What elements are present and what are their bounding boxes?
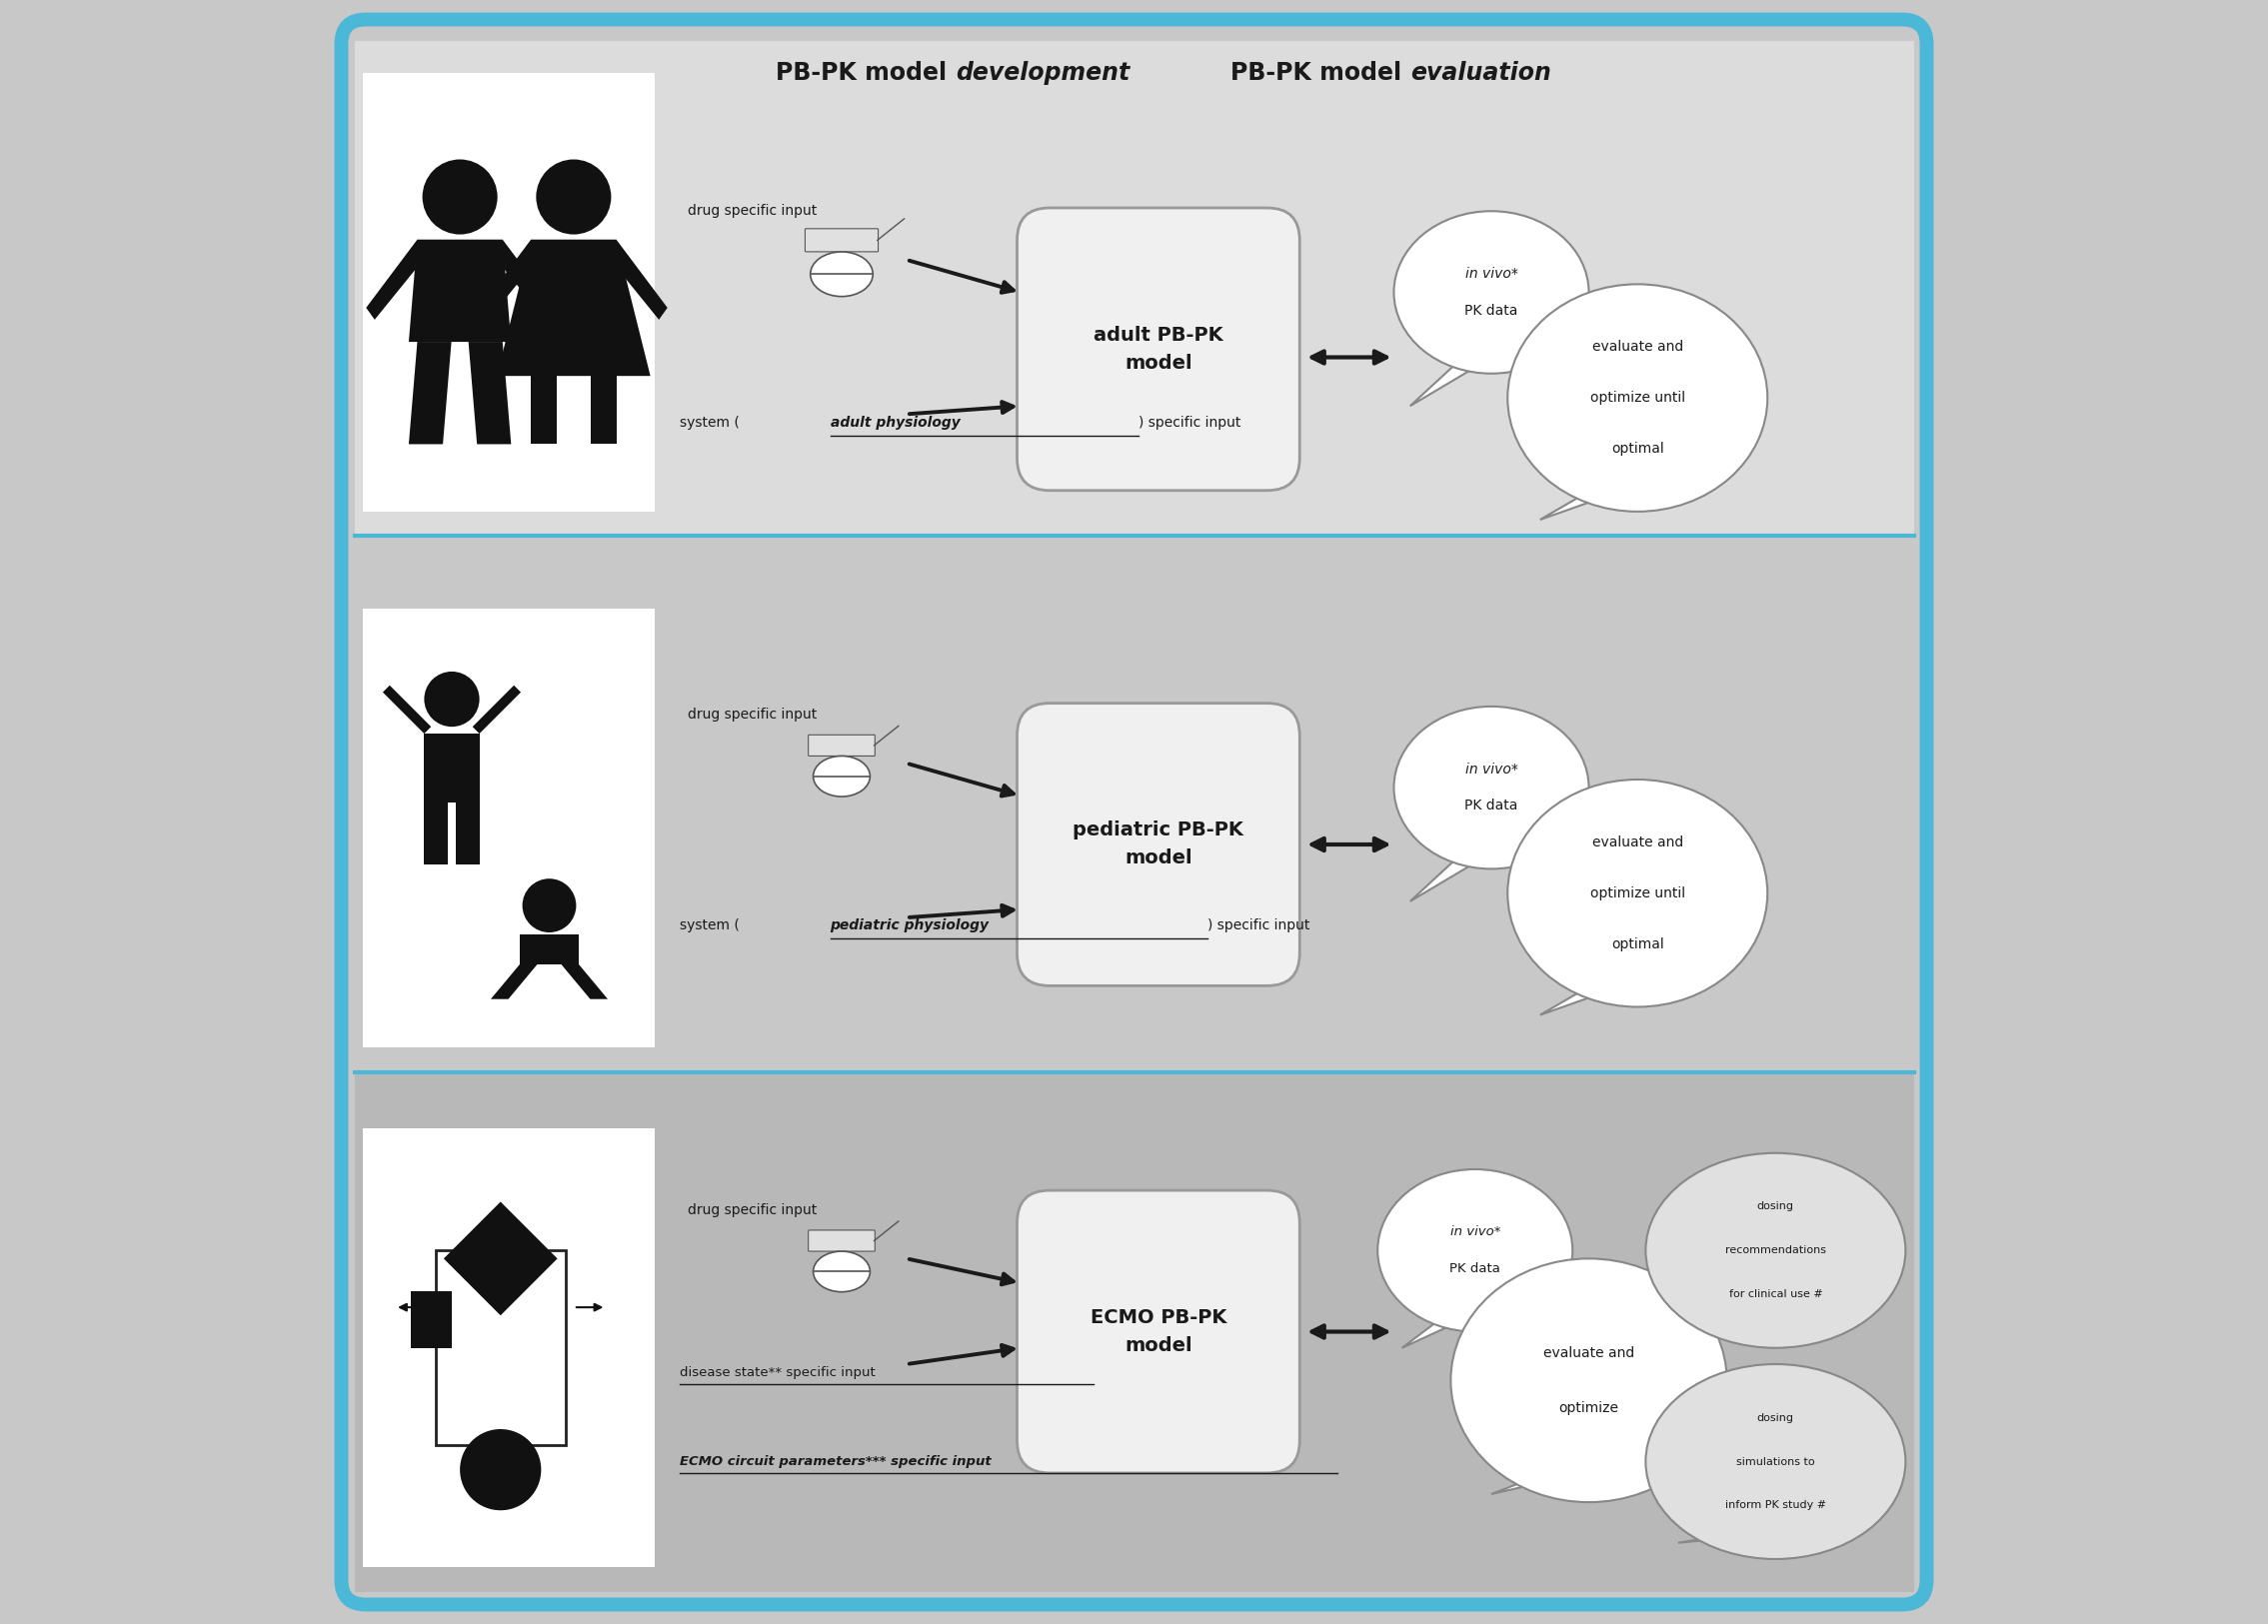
Ellipse shape — [814, 1250, 871, 1293]
Ellipse shape — [1377, 1169, 1572, 1332]
Polygon shape — [494, 239, 553, 320]
Text: pediatric physiology: pediatric physiology — [830, 919, 989, 932]
Text: PB-PK model: PB-PK model — [1232, 62, 1411, 84]
FancyBboxPatch shape — [411, 1291, 451, 1348]
Ellipse shape — [814, 757, 871, 796]
Text: PK data: PK data — [1449, 1262, 1501, 1275]
Text: adult physiology: adult physiology — [830, 416, 959, 429]
Polygon shape — [497, 239, 651, 375]
Text: for clinical use #: for clinical use # — [1728, 1289, 1823, 1299]
Text: optimize: optimize — [1558, 1402, 1619, 1415]
Polygon shape — [531, 375, 556, 443]
Polygon shape — [1678, 1531, 1792, 1543]
Polygon shape — [365, 239, 426, 320]
Polygon shape — [1540, 974, 1653, 1015]
FancyBboxPatch shape — [363, 1129, 655, 1567]
Polygon shape — [1411, 351, 1504, 406]
Polygon shape — [424, 734, 479, 802]
Text: in vivo*: in vivo* — [1465, 266, 1517, 281]
Polygon shape — [1411, 846, 1504, 901]
Text: system (: system ( — [678, 919, 739, 932]
Text: dosing: dosing — [1758, 1413, 1794, 1423]
FancyBboxPatch shape — [1016, 1190, 1300, 1473]
Text: optimize until: optimize until — [1590, 887, 1685, 900]
Text: pediatric PB-PK
model: pediatric PB-PK model — [1073, 822, 1243, 867]
Polygon shape — [481, 239, 540, 320]
Polygon shape — [445, 1202, 558, 1315]
Ellipse shape — [1508, 284, 1767, 512]
Text: disease state** specific input: disease state** specific input — [678, 1366, 875, 1379]
Text: development: development — [955, 62, 1129, 84]
Polygon shape — [490, 965, 538, 999]
Ellipse shape — [1647, 1153, 1905, 1348]
Text: optimal: optimal — [1610, 937, 1665, 952]
Text: dosing: dosing — [1758, 1202, 1794, 1212]
Polygon shape — [1402, 1309, 1488, 1348]
Polygon shape — [590, 375, 617, 443]
Text: ) specific input: ) specific input — [1139, 416, 1241, 429]
Circle shape — [460, 1429, 542, 1510]
FancyBboxPatch shape — [363, 73, 655, 512]
Text: drug specific input: drug specific input — [687, 708, 816, 721]
Text: optimize until: optimize until — [1590, 391, 1685, 404]
Text: in vivo*: in vivo* — [1465, 762, 1517, 776]
Polygon shape — [469, 343, 510, 443]
Polygon shape — [408, 343, 451, 443]
Circle shape — [422, 159, 497, 234]
Text: optimal: optimal — [1610, 442, 1665, 456]
Text: ECMO PB-PK
model: ECMO PB-PK model — [1091, 1309, 1227, 1354]
Text: recommendations: recommendations — [1726, 1246, 1826, 1255]
Ellipse shape — [1452, 1259, 1726, 1502]
Circle shape — [424, 672, 479, 728]
Text: PK data: PK data — [1465, 799, 1517, 814]
Polygon shape — [408, 239, 510, 343]
Ellipse shape — [1395, 706, 1590, 869]
FancyBboxPatch shape — [805, 229, 878, 252]
FancyBboxPatch shape — [354, 536, 1914, 1072]
Text: drug specific input: drug specific input — [687, 205, 816, 218]
Polygon shape — [383, 685, 431, 734]
Polygon shape — [1492, 1468, 1606, 1494]
Ellipse shape — [1647, 1364, 1905, 1559]
Polygon shape — [608, 239, 667, 320]
Text: evaluate and: evaluate and — [1592, 835, 1683, 849]
Text: ECMO circuit parameters*** specific input: ECMO circuit parameters*** specific inpu… — [678, 1455, 991, 1468]
Text: evaluate and: evaluate and — [1592, 339, 1683, 354]
Polygon shape — [424, 802, 447, 864]
FancyBboxPatch shape — [363, 609, 655, 1047]
FancyBboxPatch shape — [1016, 703, 1300, 986]
FancyBboxPatch shape — [1016, 208, 1300, 490]
Circle shape — [535, 159, 610, 234]
Polygon shape — [1540, 479, 1653, 520]
Polygon shape — [1678, 1320, 1792, 1340]
Ellipse shape — [1508, 780, 1767, 1007]
Text: system (: system ( — [678, 416, 739, 429]
Circle shape — [522, 879, 576, 932]
Text: evaluation: evaluation — [1411, 62, 1551, 84]
Polygon shape — [519, 935, 578, 965]
Polygon shape — [456, 802, 479, 864]
FancyBboxPatch shape — [807, 1231, 875, 1250]
FancyBboxPatch shape — [807, 734, 875, 757]
Text: in vivo*: in vivo* — [1449, 1226, 1499, 1239]
Text: inform PK study #: inform PK study # — [1726, 1501, 1826, 1510]
Text: PB-PK model: PB-PK model — [776, 62, 955, 84]
Ellipse shape — [810, 252, 873, 297]
Polygon shape — [560, 965, 608, 999]
Text: drug specific input: drug specific input — [687, 1203, 816, 1216]
Polygon shape — [472, 685, 522, 734]
Text: evaluate and: evaluate and — [1542, 1346, 1635, 1359]
Text: adult PB-PK
model: adult PB-PK model — [1093, 326, 1222, 372]
Ellipse shape — [1395, 211, 1590, 374]
FancyBboxPatch shape — [435, 1250, 565, 1445]
FancyBboxPatch shape — [354, 1072, 1914, 1592]
FancyBboxPatch shape — [354, 41, 1914, 536]
Text: PK data: PK data — [1465, 304, 1517, 318]
Text: ) specific input: ) specific input — [1207, 919, 1309, 932]
FancyBboxPatch shape — [404, 1186, 599, 1478]
Text: simulations to: simulations to — [1737, 1457, 1814, 1466]
